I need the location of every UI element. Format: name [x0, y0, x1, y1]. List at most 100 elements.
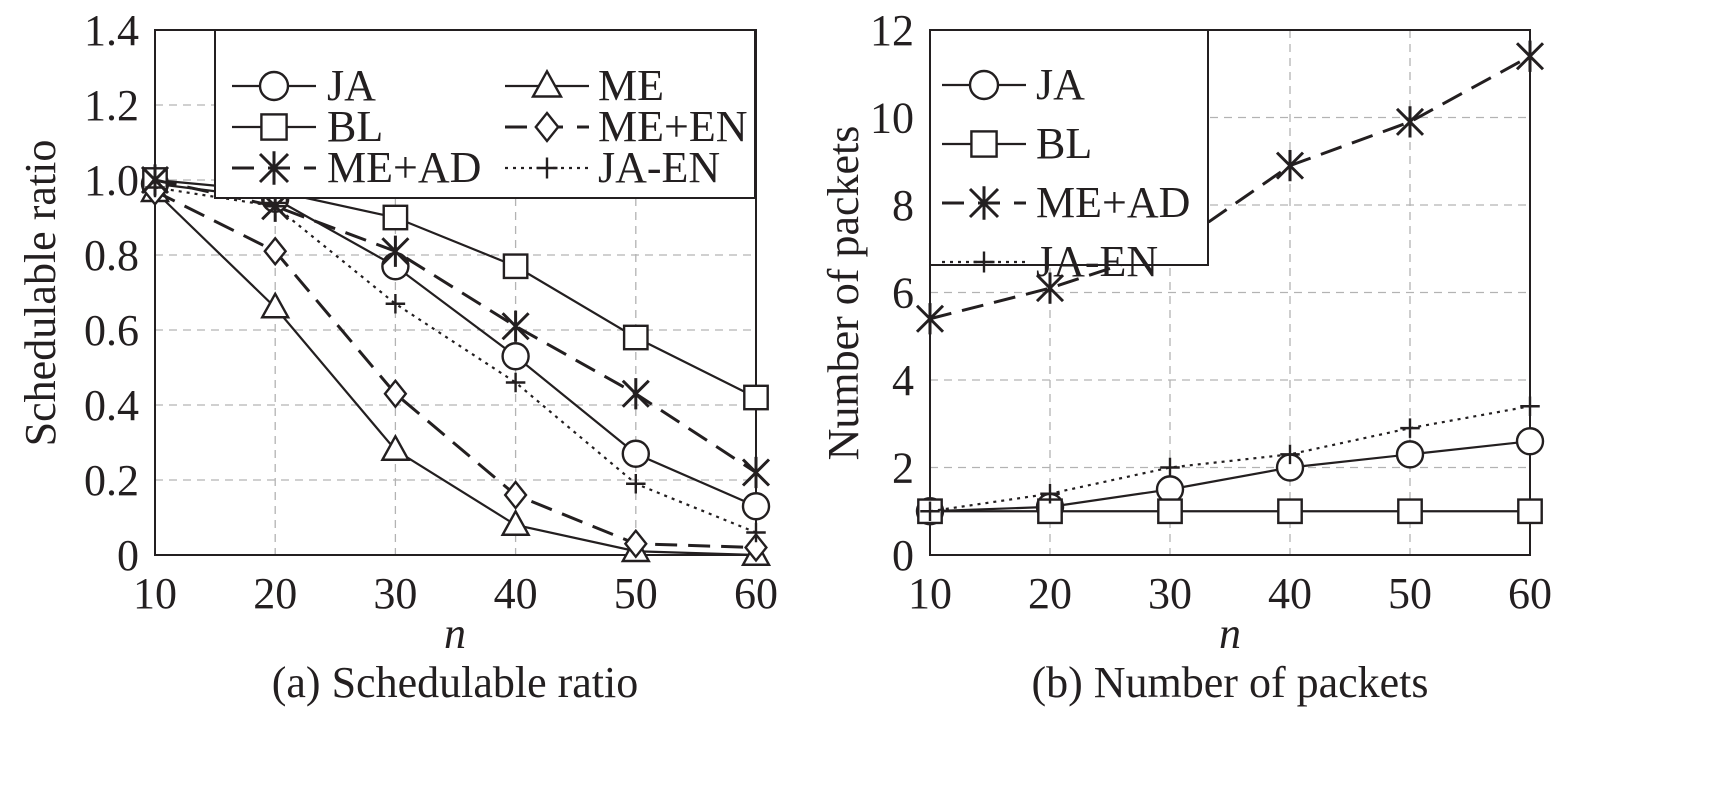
panel-a-series-ja-point-shape: [501, 342, 530, 371]
panel-a-x-tick-label: 50: [614, 569, 658, 618]
panel-a-series-me-en-point: [263, 236, 288, 267]
panel-b-x-tick-label: 40: [1268, 569, 1312, 618]
panel-b-series-me-ad-point: [915, 303, 945, 335]
panel-a-legend-ja-en-marker: [536, 157, 558, 179]
panel-b-x-tick-label: 50: [1388, 569, 1432, 618]
panel-a-series-ja-en-point: [145, 177, 165, 198]
panel-b-y-tick-label: 8: [892, 181, 914, 230]
panel-b-legend-bl-marker: [970, 130, 998, 158]
panel-a-series-ja-point: [501, 342, 530, 371]
panel-a-x-tick-label: 10: [133, 569, 177, 618]
panel-a-legend-me-marker: [530, 68, 564, 98]
panel-a-series-me-ad-point-shape: [621, 378, 650, 410]
panel-b-series-ja-line: [929, 440, 1531, 513]
panel-a-x-tick-label: 60: [734, 569, 778, 618]
panel-b-y-axis-label: Number of packets: [819, 126, 868, 461]
panel-a-legend-me-en-label: ME+EN: [598, 102, 747, 151]
panel-a-legend-box: [214, 29, 756, 199]
panel-b-series-bl-point-shape: [1157, 498, 1183, 525]
panel-a-series-bl-point-shape: [743, 384, 769, 411]
panel-b-y-tick-label: 0: [892, 531, 914, 580]
panel-a-series-me-point-shape: [260, 291, 291, 319]
panel-b-series-ja-en-point: [1160, 457, 1180, 478]
panel-a-series-ja-en-point: [505, 372, 526, 393]
panel-b-legend-bl-label: BL: [1036, 119, 1092, 168]
panel-a-x-axis-label: n: [444, 609, 466, 658]
panel-b-y-tick-label: 12: [870, 6, 914, 55]
panel-b-x-tick-label: 60: [1508, 569, 1552, 618]
panel-a-series-ja-en-point-shape: [385, 294, 406, 314]
panel-b-series-ja-en-point: [1520, 396, 1540, 416]
panel-a-series-me-ad-point: [381, 235, 410, 267]
panel-a-series-bl-point: [622, 324, 649, 351]
panel-a-y-axis-label: Schedulable ratio: [16, 140, 65, 447]
panel-b-series-ja-point: [1395, 440, 1425, 469]
panel-b-series-bl-point: [1277, 498, 1303, 525]
panel-b-series-bl-point-shape: [1517, 498, 1543, 525]
panel-b-series-me-ad-point: [1395, 106, 1425, 138]
panel-b-series-ja-en-line: [929, 405, 1531, 513]
panel-b-series-ja-en-point-shape: [920, 501, 940, 521]
panel-b-y-tick-label: 6: [892, 269, 914, 318]
panel-a-series-me-point-shape: [380, 433, 411, 461]
panel-a-series-ja-en-point-shape: [626, 474, 646, 494]
panel-b-legend-ja-label: JA: [1036, 60, 1085, 109]
panel-a-series-me-en-point: [503, 480, 528, 510]
panel-a-y-tick-label: 1.0: [84, 156, 139, 205]
panel-a-legend-bl-label: BL: [327, 102, 383, 151]
panel-a-series-me-ad-point: [741, 456, 771, 489]
panel-a-legend-ja-marker-shape: [258, 70, 290, 102]
panel-b-series-bl-point-shape: [1277, 498, 1303, 525]
panel-a-series-me-point: [380, 433, 411, 461]
panel-a-series-me-en-point: [383, 378, 408, 409]
panel-b-series-ja-en-point: [1400, 418, 1420, 438]
panel-a-x-tick-label: 20: [253, 569, 297, 618]
panel-a-series-me-ad-point-shape: [381, 235, 410, 267]
panel-b-legend-ja-marker: [968, 69, 1000, 101]
panel-a-series-me-ad-point: [501, 310, 530, 342]
panel-a-x-tick-label: 30: [373, 569, 417, 618]
panel-a-series-ja-point: [741, 492, 771, 521]
panel-b-series-ja-en-point-shape: [1160, 457, 1180, 478]
panel-a-series-ja-en-point: [265, 196, 285, 216]
panel-b-series-ja-en-point-shape: [1400, 418, 1420, 438]
panel-b-series-me-ad-point-shape: [1515, 40, 1545, 72]
panel-a-series-me-line: [154, 190, 757, 557]
panel-a-legend-me-en-marker: [534, 111, 560, 143]
panel-b-series-bl-point-shape: [1397, 498, 1423, 525]
panel-b-plot-frame: [929, 29, 1531, 556]
panel-b-x-tick-label: 30: [1148, 569, 1192, 618]
panel-b-legend-me-ad-label: ME+AD: [1036, 178, 1190, 227]
panel-b-series-me-ad-line: [929, 54, 1531, 321]
panel-a-legend-me-ad-label: ME+AD: [327, 143, 481, 192]
panel-a-y-tick-label: 0.6: [84, 306, 139, 355]
panel-a-y-tick-label: 1.2: [84, 81, 139, 130]
panel-b-series-me-ad-point-shape: [1395, 106, 1425, 138]
panel-b-series-ja-en-point-shape: [1520, 396, 1540, 416]
panel-a-legend-ja-marker: [258, 70, 290, 102]
panel-a-series-bl-point-shape: [502, 253, 529, 280]
panel-b-series-me-ad-point-shape: [1275, 150, 1305, 182]
panel-b-y-tick-label: 2: [892, 444, 914, 493]
panel-a-series-me-ad-point: [621, 378, 650, 410]
panel-b-legend-bl-marker-shape: [970, 130, 998, 158]
panel-a-y-tick-label: 1.4: [84, 6, 139, 55]
panel-a-legend-ja-en-marker-shape: [536, 157, 558, 179]
panel-b-series-ja-en-point: [1280, 444, 1300, 465]
panel-a-series-me-ad-point-shape: [501, 310, 530, 342]
panel-a-series-me-en-point-shape: [623, 528, 648, 559]
panel-b-legend-ja-marker-shape: [968, 69, 1000, 101]
panel-b-series-ja-en-point: [920, 501, 940, 521]
panel-a-series-me-en-point: [744, 532, 768, 563]
panel-a-legend-me-marker-shape: [530, 68, 564, 98]
panel-a-series-me-en-point-shape: [744, 532, 768, 563]
panel-b-legend-ja-en-marker: [973, 251, 995, 273]
panel-a-series-me-point-shape: [500, 508, 531, 536]
panel-a-series-ja-point-shape: [621, 439, 650, 468]
panel-a-legend-bl-marker: [260, 113, 288, 141]
panel-a-series-ja-en-point: [385, 294, 406, 314]
panel-a-series-me-point: [500, 508, 531, 536]
panel-a-legend-ja-label: JA: [327, 61, 376, 110]
panel-b-series-ja-en-point: [1040, 484, 1060, 504]
